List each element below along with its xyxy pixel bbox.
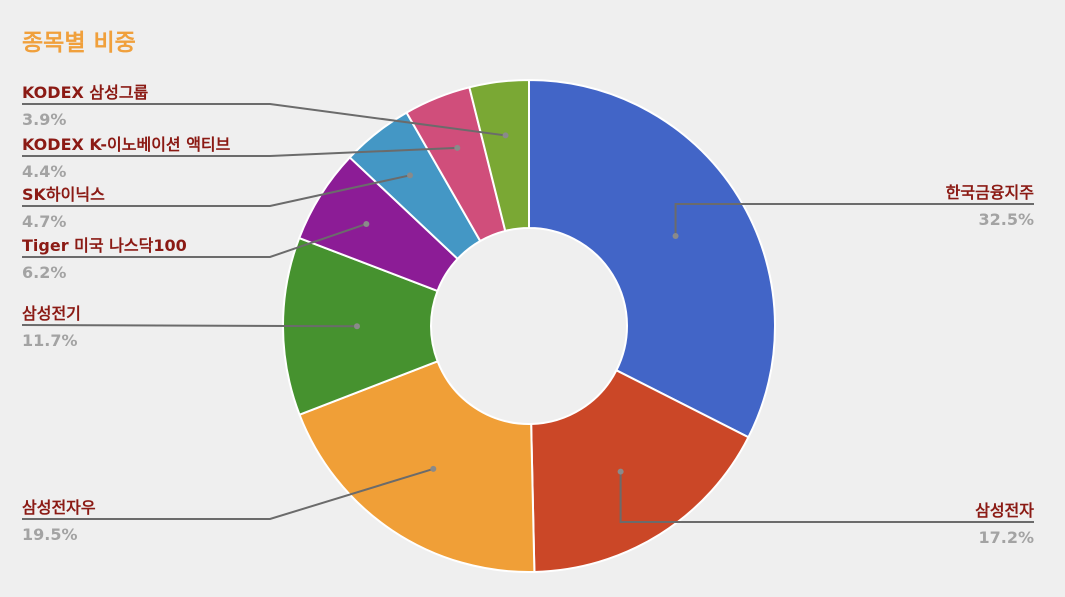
leader-line-7 xyxy=(22,103,506,137)
slice-2 xyxy=(298,360,536,573)
slice-label-2: 삼성전자우 xyxy=(22,498,96,517)
leader-dot-5 xyxy=(406,172,413,179)
slice-percent-4: 6.2% xyxy=(22,263,66,282)
slice-percent-0: 32.5% xyxy=(978,210,1034,229)
slice-percent-3: 11.7% xyxy=(22,331,78,350)
slice-percent-7: 3.9% xyxy=(22,110,66,129)
leader-line-0 xyxy=(674,203,1034,236)
slice-percent-6: 4.4% xyxy=(22,162,66,181)
leader-line-5 xyxy=(22,174,411,207)
slice-3 xyxy=(282,236,439,416)
leader-line-6 xyxy=(22,146,458,157)
slice-label-4: Tiger 미국 나스닥100 xyxy=(22,236,187,255)
slice-percent-5: 4.7% xyxy=(22,212,66,231)
chart-title: 종목별 비중 xyxy=(22,30,136,56)
slice-label-6: KODEX K-이노베이션 액티브 xyxy=(22,135,231,154)
slice-label-7: KODEX 삼성그룹 xyxy=(22,83,149,102)
slice-percent-1: 17.2% xyxy=(978,528,1034,547)
leader-line-2 xyxy=(22,467,434,520)
slice-label-1: 삼성전자 xyxy=(975,501,1034,520)
leader-line-3 xyxy=(21,324,358,328)
leader-line-1 xyxy=(619,471,1034,523)
leader-dot-3 xyxy=(354,323,361,330)
slice-percent-2: 19.5% xyxy=(22,525,78,544)
leader-dot-6 xyxy=(454,144,461,151)
leader-dot-7 xyxy=(502,132,509,139)
labels-layer: 한국금융지주 32.5% 삼성전자 17.2% 삼성전자우 19.5% 삼성전기 11.7% T… xyxy=(21,83,1035,547)
slice-1 xyxy=(530,368,750,573)
leader-dot-0 xyxy=(672,232,679,239)
slice-7 xyxy=(468,78,530,233)
slice-label-5: SK하이닉스 xyxy=(22,185,105,204)
leader-dot-1 xyxy=(617,468,624,475)
leader-dot-2 xyxy=(430,465,437,472)
slice-label-3: 삼성전기 xyxy=(22,304,81,323)
leader-dot-4 xyxy=(363,220,370,227)
slice-label-0: 한국금융지주 xyxy=(946,183,1035,202)
leader-line-4 xyxy=(22,223,367,258)
slice-0 xyxy=(528,78,776,439)
